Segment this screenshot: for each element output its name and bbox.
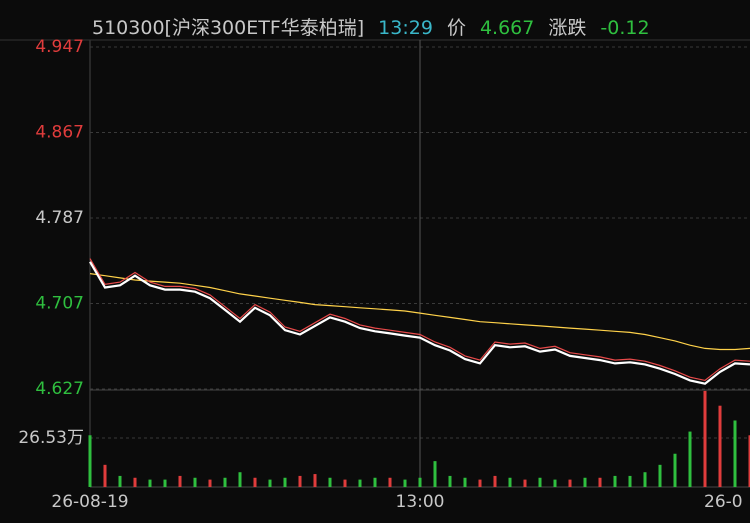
volume-bar: [658, 464, 662, 487]
volume-bar: [148, 479, 152, 487]
volume-bar: [538, 477, 542, 487]
volume-bar: [373, 477, 377, 487]
volume-bar: [388, 477, 392, 487]
volume-bar: [163, 479, 167, 487]
volume-bar: [478, 479, 482, 487]
volume-bar: [628, 475, 632, 487]
volume-bar: [463, 477, 467, 487]
volume-bar: [448, 475, 452, 487]
y-tick-label: 4.707: [35, 294, 84, 314]
header-item: 510300[沪深300ETF华泰柏瑞]: [92, 17, 365, 39]
volume-bar: [328, 477, 332, 487]
volume-bar: [118, 475, 122, 487]
volume-bar: [598, 477, 602, 487]
volume-bar: [88, 435, 92, 487]
price-line: [89, 273, 750, 351]
header-item: 涨跌: [548, 17, 587, 39]
volume-bar: [688, 431, 692, 487]
header-item: -0.12: [600, 17, 650, 39]
header-item: 13:29: [378, 17, 433, 39]
volume-bar: [553, 479, 557, 487]
y-tick-label: 4.627: [35, 379, 84, 399]
header-item: 4.667: [479, 17, 535, 39]
volume-bar: [493, 475, 497, 487]
volume-bar: [208, 479, 212, 487]
y-tick-label: 4.947: [35, 37, 84, 57]
volume-bar: [403, 479, 407, 487]
volume-bar: [568, 479, 572, 487]
y-tick-label: 4.867: [35, 123, 84, 143]
volume-bar: [733, 420, 737, 487]
volume-bar: [418, 477, 422, 487]
volume-bar: [583, 477, 587, 487]
volume-bar: [358, 479, 362, 487]
volume-bar: [193, 477, 197, 487]
volume-bar: [508, 477, 512, 487]
volume-bar: [343, 479, 347, 487]
price-line: [89, 261, 750, 385]
volume-bar: [643, 472, 647, 487]
volume-bar: [673, 453, 677, 487]
volume-bar: [523, 479, 527, 487]
volume-bar: [313, 474, 317, 487]
y-tick-label: 26.53万: [18, 428, 84, 448]
volume-bar: [178, 475, 182, 487]
volume-bar: [238, 472, 242, 487]
volume-bar: [253, 477, 257, 487]
volume-bar: [298, 475, 302, 487]
price-line: [89, 258, 750, 382]
volume-bar: [613, 475, 617, 487]
x-tick-label: 13:00: [396, 492, 445, 512]
volume-bar: [748, 435, 750, 487]
volume-bar: [223, 477, 227, 487]
y-tick-label: 4.787: [35, 208, 84, 228]
volume-bar: [268, 479, 272, 487]
volume-bar: [433, 461, 437, 487]
volume-bar: [718, 405, 722, 487]
x-tick-label: 26-0: [704, 492, 743, 512]
volume-bar: [103, 464, 107, 487]
header: 510300[沪深300ETF华泰柏瑞] 13:29 价 4.667 涨跌 -0.12: [92, 13, 664, 40]
volume-bar: [283, 477, 287, 487]
volume-bar: [703, 390, 707, 487]
volume-bar: [133, 477, 137, 487]
x-tick-label: 26-08-19: [51, 492, 128, 512]
header-item: 价: [446, 17, 466, 39]
